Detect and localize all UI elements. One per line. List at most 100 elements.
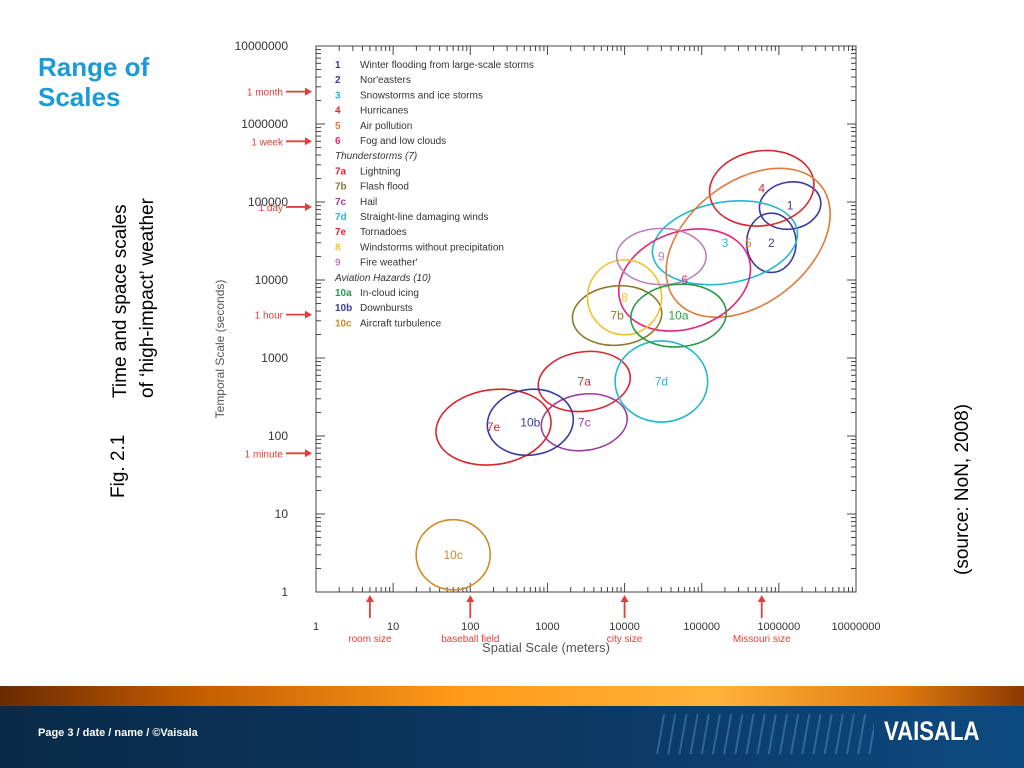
- region-label-7e: 7e: [487, 420, 501, 434]
- legend-code: 5: [335, 121, 341, 132]
- size-annotation-arrowhead: [466, 595, 475, 602]
- x-tick-label: 100: [461, 621, 479, 633]
- time-annotation-arrowhead: [305, 202, 312, 211]
- legend-code: 7a: [335, 166, 347, 177]
- time-annotation: 1 week: [251, 137, 284, 148]
- time-annotation: 1 day: [259, 203, 283, 214]
- y-tick-label: 10: [275, 507, 289, 521]
- region-label-4: 4: [758, 181, 765, 195]
- y-axis-label: Temporal Scale (seconds): [213, 280, 227, 419]
- region-10a: [629, 283, 728, 348]
- legend-entry: Hail: [360, 197, 377, 208]
- region-label-7c: 7c: [578, 415, 591, 429]
- slide-title: Range of Scales: [38, 52, 198, 112]
- x-tick-label: 10000000: [832, 621, 881, 633]
- y-tick-label: 1000: [261, 351, 288, 365]
- footer-bar: [0, 706, 1024, 768]
- legend-entry: Hurricanes: [360, 106, 408, 117]
- region-1: [758, 181, 822, 231]
- region-5: [665, 167, 831, 319]
- scales-chart: 1 10 100 1000 10000 100000 1000000 10000000 1 10 1…: [213, 39, 881, 655]
- legend-code: 9: [335, 258, 341, 269]
- region-label-7d: 7d: [655, 374, 668, 388]
- legend-entry: Winter flooding from large-scale storms: [360, 60, 534, 71]
- legend-entry: Downbursts: [360, 303, 413, 314]
- size-annotation: Missouri size: [733, 634, 791, 645]
- legend-code: 10a: [335, 288, 352, 299]
- legend-entry: Lightning: [360, 166, 401, 177]
- x-tick-label: 1000000: [757, 621, 800, 633]
- legend-code: 2: [335, 75, 341, 86]
- legend-code: 8: [335, 242, 341, 253]
- region-10c: [415, 518, 492, 591]
- figure-label: Fig. 2.1: [108, 434, 129, 498]
- region-label-10a: 10a: [668, 309, 688, 323]
- plot-frame: [315, 45, 857, 593]
- region-label-10b: 10b: [520, 415, 540, 429]
- x-tick-label: 100000: [683, 621, 720, 633]
- legend-code: 10b: [335, 303, 352, 314]
- legend-code: 1: [335, 60, 341, 71]
- y-tick-label: 100: [268, 429, 288, 443]
- legend-code: 3: [335, 90, 341, 101]
- x-tick-label: 10: [387, 621, 399, 633]
- time-annotation-arrowhead: [305, 449, 312, 458]
- slide-title-line1: Range of: [38, 52, 150, 82]
- legend-entry: Straight-line damaging winds: [360, 212, 488, 223]
- legend-code: 7c: [335, 197, 347, 208]
- region-8: [586, 259, 663, 336]
- region-label-1: 1: [787, 199, 794, 213]
- region-6: [617, 228, 752, 332]
- size-annotation: baseball field: [441, 634, 499, 645]
- legend-entry: Windstorms without precipitation: [360, 242, 504, 253]
- region-label-7a: 7a: [578, 374, 592, 388]
- legend-entry: Air pollution: [360, 121, 412, 132]
- legend-entry: Tornadoes: [360, 227, 407, 238]
- legend-entry: Fog and low clouds: [360, 136, 446, 147]
- region-label-7b: 7b: [610, 309, 624, 323]
- region-9: [615, 227, 707, 286]
- footer-accent-band: [0, 686, 1024, 706]
- region-7a: [537, 350, 632, 413]
- region-label-3: 3: [722, 236, 729, 250]
- x-axis-label: Spatial Scale (meters): [482, 640, 610, 655]
- region-7b: [571, 284, 663, 347]
- vaisala-logo: VAISALA: [884, 716, 980, 746]
- region-label-10c: 10c: [443, 548, 462, 562]
- region-7c: [540, 393, 628, 452]
- y-tick-label: 1000000: [241, 117, 288, 131]
- legend-entry: Fire weather': [360, 258, 418, 269]
- y-tick-label: 100000: [248, 195, 288, 209]
- region-label-9: 9: [658, 250, 665, 264]
- y-tick-label: 10000: [255, 273, 289, 287]
- legend-code: 7e: [335, 227, 347, 238]
- footer-text: Page 3 / date / name / ©Vaisala: [38, 727, 198, 739]
- size-annotation: city size: [607, 634, 643, 645]
- legend-code: 4: [335, 106, 341, 117]
- y-tick-label: 1: [281, 585, 288, 599]
- time-annotation: 1 minute: [245, 449, 284, 460]
- region-7d: [614, 340, 709, 423]
- figure-caption-line1: Time and space scales: [110, 204, 131, 398]
- region-3: [651, 200, 799, 286]
- region-10b: [486, 388, 575, 457]
- time-annotation-arrowhead: [305, 87, 312, 96]
- region-label-2: 2: [768, 236, 775, 250]
- y-tick-label: 10000000: [235, 39, 289, 53]
- region-7e: [435, 388, 552, 466]
- time-annotation: 1 hour: [255, 311, 284, 322]
- legend-code: 7d: [335, 212, 347, 223]
- slide-title-line2: Scales: [38, 82, 121, 112]
- legend-code: 6: [335, 136, 341, 147]
- legend-entry: Flash flood: [360, 182, 409, 193]
- size-annotation: room size: [348, 634, 392, 645]
- size-annotation-arrowhead: [620, 595, 629, 602]
- region-label-5: 5: [745, 236, 752, 250]
- legend-entry: Aircraft turbulence: [360, 318, 442, 329]
- size-annotation-arrowhead: [365, 595, 374, 602]
- size-annotation-arrowhead: [757, 595, 766, 602]
- legend-entry: In-cloud icing: [360, 288, 419, 299]
- figure-caption-line2: of ‘high-impact’ weather: [137, 198, 158, 398]
- time-annotation-arrowhead: [305, 137, 312, 146]
- x-tick-label: 10000: [609, 621, 640, 633]
